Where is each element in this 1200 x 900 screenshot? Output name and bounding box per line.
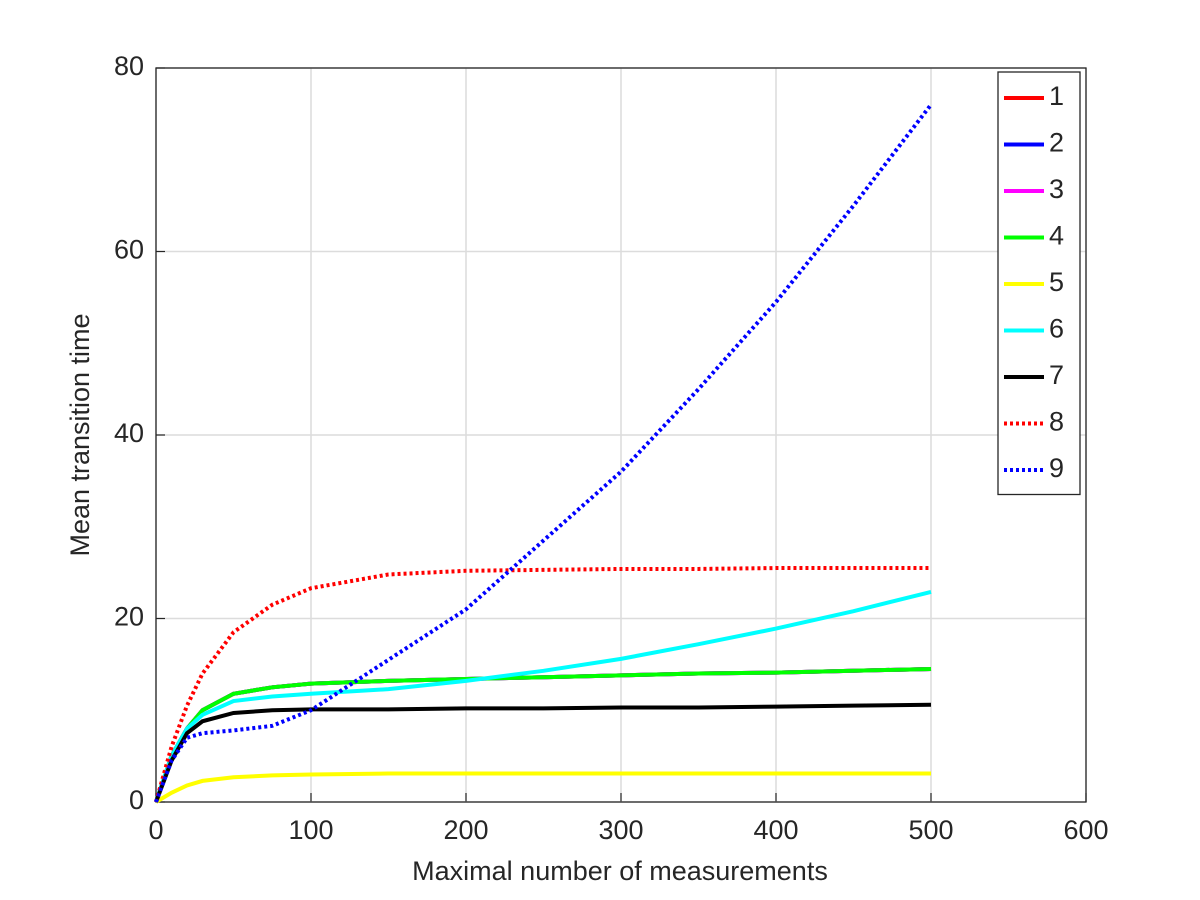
x-tick-label: 100 [288,815,333,845]
x-tick-label: 500 [908,815,953,845]
legend-label: 5 [1049,267,1064,297]
legend-label: 6 [1049,314,1064,344]
x-tick-label: 600 [1063,815,1108,845]
series-line [154,589,932,803]
legend-label: 3 [1049,174,1064,204]
x-axis-label: Maximal number of measurements [412,856,828,886]
legend-label: 8 [1049,407,1064,437]
x-tick-label: 200 [443,815,488,845]
series-line [154,666,932,803]
y-axis-label: Mean transition time [65,313,95,556]
legend-label: 7 [1049,360,1064,390]
legend-label: 2 [1049,128,1064,158]
y-tick-label: 0 [129,785,144,815]
series-line [154,771,931,804]
legend-label: 1 [1049,81,1064,111]
series-line [154,566,931,803]
legend-label: 9 [1049,453,1064,483]
y-tick-label: 60 [114,235,144,265]
x-tick-label: 400 [753,815,798,845]
y-tick-label: 20 [114,602,144,632]
y-tick-label: 80 [114,51,144,81]
x-tick-label: 0 [148,815,163,845]
x-tick-label: 300 [598,815,643,845]
plot-frame [155,67,1087,803]
series-line [154,702,932,803]
y-tick-label: 40 [114,418,144,448]
legend-label: 4 [1049,221,1064,251]
